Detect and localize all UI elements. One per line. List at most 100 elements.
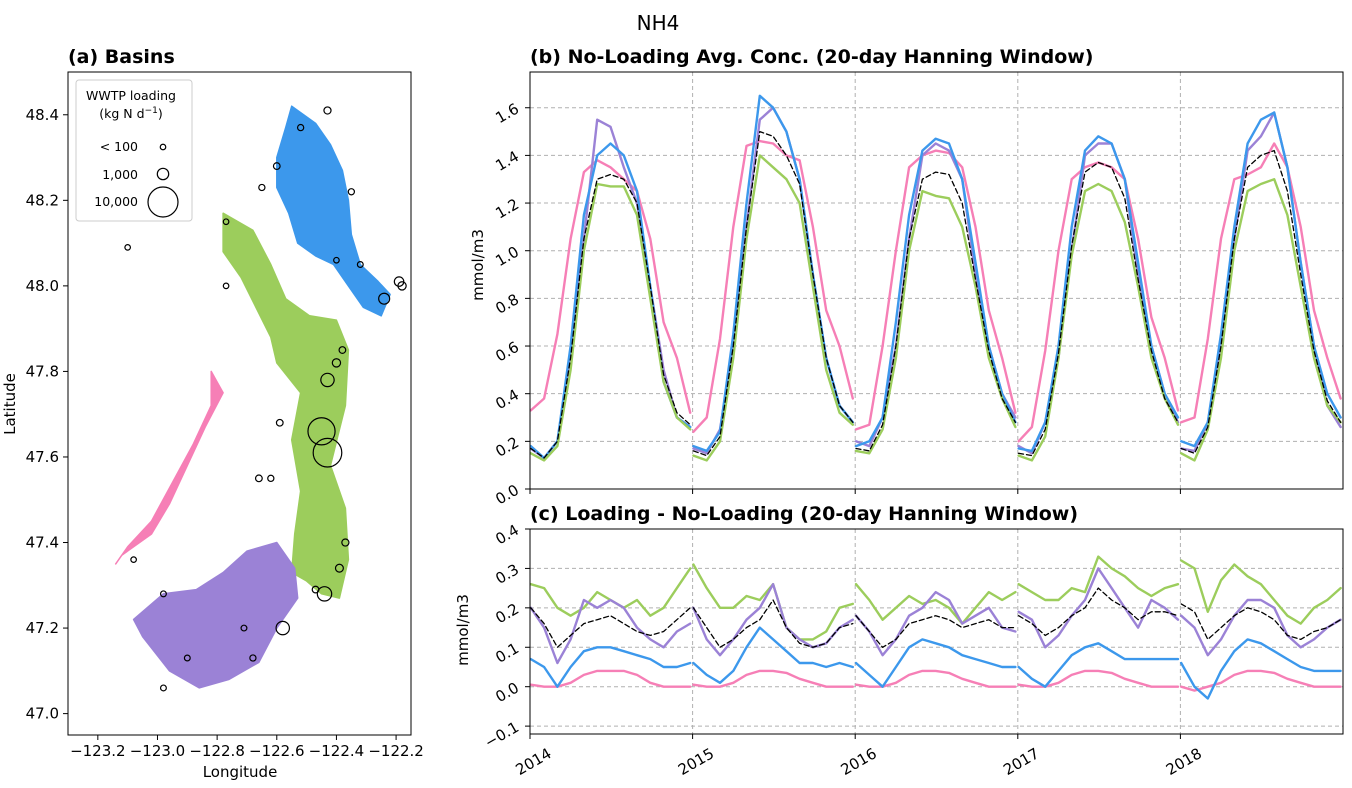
y-tick-label: 0.4 xyxy=(492,521,522,549)
wwtp-marker xyxy=(338,346,347,354)
y-tick-label: 47.6 xyxy=(26,448,59,466)
wwtp-marker xyxy=(316,586,333,602)
series-line-main-basin xyxy=(1017,555,1180,602)
series-line-south-sound xyxy=(529,598,692,665)
panel-a-title: (a) Basins xyxy=(68,46,175,68)
series-line-hood-canal xyxy=(692,139,854,433)
series-line-main-basin xyxy=(529,567,692,617)
legend-title-line1: WWTP loading xyxy=(86,88,176,103)
panel-a-y-ticks: 47.0 47.2 47.4 47.6 47.8 48.0 48.2 48.4 xyxy=(26,106,68,723)
series-line-mean xyxy=(1180,149,1342,454)
series-line-hood-canal xyxy=(854,149,1017,431)
legend-label-medium: 1,000 xyxy=(102,167,138,182)
wwtp-legend: WWTP loading (kg N d−1) < 100 1,000 10,0… xyxy=(75,79,193,222)
x-tick-label: 2017 xyxy=(1000,744,1042,779)
wwtp-marker xyxy=(124,244,132,251)
wwtp-marker xyxy=(323,106,332,115)
series-line-whidbey xyxy=(692,94,854,453)
series-line-mean xyxy=(530,607,691,648)
series-line-hood-canal xyxy=(1179,142,1342,424)
series-line-whidbey xyxy=(529,646,692,688)
wwtp-marker xyxy=(159,590,167,598)
series-line-main-basin xyxy=(1179,559,1342,625)
wwtp-marker xyxy=(333,256,340,264)
y-tick-label: 1.0 xyxy=(492,243,522,271)
series-line-whidbey xyxy=(692,626,854,684)
panel-a: (a) Basins −123.2 −123.0 −122.8 −122.6 −122.… xyxy=(1,46,424,781)
series-line-main-basin xyxy=(692,154,854,462)
wwtp-marker xyxy=(183,654,191,662)
series-line-south-sound xyxy=(1179,598,1342,657)
x-tick-label: 2014 xyxy=(512,744,554,779)
x-tick-label: −122.2 xyxy=(368,742,424,760)
wwtp-marker xyxy=(249,654,257,662)
panel-b-grid xyxy=(530,72,1343,489)
y-tick-label: 0.2 xyxy=(492,600,522,628)
wwtp-marker xyxy=(272,162,281,171)
series-line-hood-canal xyxy=(1017,161,1180,443)
series-line-whidbey xyxy=(1017,135,1180,453)
series-line-main-basin xyxy=(692,563,854,641)
legend-units-close: ) xyxy=(158,106,163,121)
x-tick-label: −123.0 xyxy=(130,742,186,760)
panel-c-frame xyxy=(529,528,1344,735)
series-line-main-basin xyxy=(529,182,692,462)
panel-b-ylabel: mmol/m3 xyxy=(469,229,487,301)
y-tick-label: 1.4 xyxy=(492,147,522,175)
y-tick-label: −0.1 xyxy=(481,718,522,752)
y-tick-label: 1.6 xyxy=(492,100,522,128)
panel-b-y-ticks: 0.0 0.2 0.4 0.6 0.8 1.0 1.2 1.4 1.6 xyxy=(492,100,530,509)
wwtp-marker xyxy=(320,372,335,388)
y-tick-label: 0.2 xyxy=(492,433,522,461)
panel-b-series xyxy=(529,94,1342,462)
legend-title-line2: (kg N d−1) xyxy=(99,106,162,121)
basin-whidbey xyxy=(276,105,391,317)
panel-c: (c) Loading - No-Loading (20-day Hanning… xyxy=(454,503,1344,779)
legend-label-large: 10,000 xyxy=(94,194,138,209)
series-line-main-basin xyxy=(854,189,1017,455)
wwtp-marker xyxy=(258,183,266,192)
y-tick-label: 0.8 xyxy=(492,290,522,318)
wwtp-marker xyxy=(334,563,344,573)
series-line-hood-canal xyxy=(692,669,854,688)
wwtp-marker xyxy=(130,556,137,563)
wwtp-marker xyxy=(222,282,230,290)
panel-c-title: (c) Loading - No-Loading (20-day Hanning… xyxy=(530,503,1078,525)
series-line-main-basin xyxy=(1017,182,1180,462)
wwtp-marker xyxy=(378,292,391,305)
wwtp-marker xyxy=(275,418,284,427)
y-tick-label: 48.2 xyxy=(26,191,59,209)
series-line-mean xyxy=(1180,603,1342,641)
series-line-hood-canal xyxy=(1179,669,1342,692)
series-line-south-sound xyxy=(1179,111,1342,453)
wwtp-marker xyxy=(267,474,275,483)
series-line-whidbey xyxy=(529,142,692,460)
series-line-south-sound xyxy=(529,118,692,460)
y-tick-label: 0.6 xyxy=(492,338,522,366)
y-tick-label: 0.3 xyxy=(492,560,522,588)
panel-b-frame xyxy=(529,71,1344,490)
series-line-whidbey xyxy=(1179,111,1342,448)
wwtp-marker xyxy=(331,358,342,368)
series-line-hood-canal xyxy=(529,158,692,414)
x-tick-label: 2015 xyxy=(675,744,717,779)
wwtp-marker xyxy=(296,123,305,132)
wwtp-marker xyxy=(275,620,291,636)
panel-c-series xyxy=(529,555,1342,700)
panel-a-x-ticks: −123.2 −123.0 −122.8 −122.6 −122.4 −122.2 xyxy=(70,735,424,760)
legend-marker-large xyxy=(147,186,179,218)
panel-b-x-ticks xyxy=(529,489,1181,494)
legend-marker-small xyxy=(159,143,167,151)
y-tick-label: 0.4 xyxy=(492,386,522,414)
wwtp-marker xyxy=(312,437,343,468)
basin-main-basin xyxy=(222,212,350,599)
y-tick-label: 47.0 xyxy=(26,705,59,723)
y-tick-label: 0.0 xyxy=(492,481,522,509)
y-tick-label: 1.2 xyxy=(492,195,522,223)
x-tick-label: −123.2 xyxy=(70,742,126,760)
wwtp-marker xyxy=(222,218,230,226)
panel-c-ylabel: mmol/m3 xyxy=(454,594,472,666)
y-tick-label: 48.4 xyxy=(26,106,59,124)
series-line-mean xyxy=(1017,587,1179,637)
figure-title: NH4 xyxy=(637,11,680,35)
